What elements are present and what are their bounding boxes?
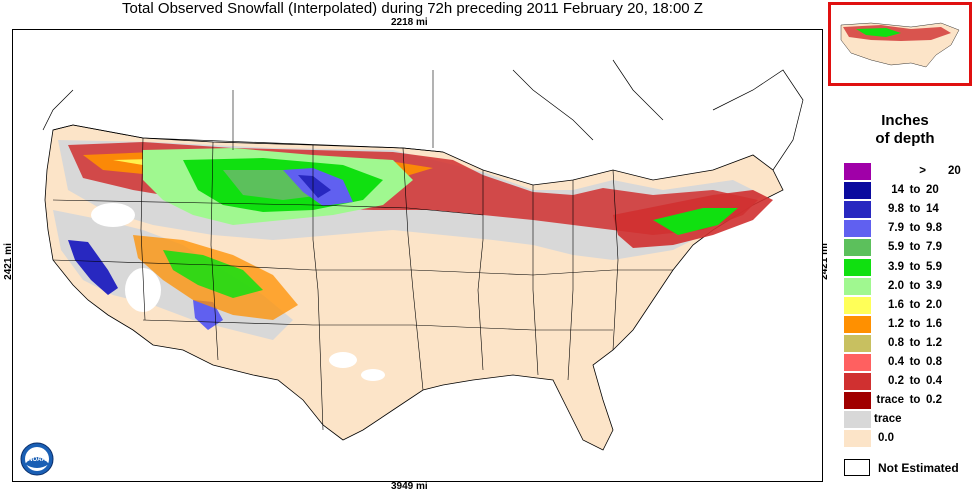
legend-label: 7.9 to 9.8 [888,222,942,234]
legend-label: >20 [919,165,961,177]
legend-title: Inches of depth [875,112,935,147]
legend-swatch [844,239,871,256]
legend-label: 9.8 to 14 [888,203,939,215]
legend-swatch [844,335,871,352]
noaa-logo: NOAA [20,442,54,476]
not-estimated-swatch [844,459,870,476]
legend-label: 0.8 to 1.2 [888,337,942,349]
not-estimated-label: Not Estimated [878,461,959,475]
snow-max-blue-sierra [68,240,118,295]
legend-swatch [844,220,871,237]
coastlines [42,59,804,171]
legend-label: 2.0 to 3.9 [888,280,942,292]
legend-label: 5.9 to 7.9 [888,241,942,253]
snowfall-map-canvas [42,59,804,451]
state-borders [52,70,673,431]
not-estimated-patch [329,352,357,368]
legend-label: 1.6 to 2.0 [888,299,942,311]
legend-swatch [844,201,871,218]
legend-label: trace to 0.2 [876,394,943,406]
snow-band-northeast-green [653,208,738,235]
legend-swatch [844,278,871,295]
legend-swatch [844,163,871,180]
legend-swatch [844,430,871,447]
page-title: Total Observed Snowfall (Interpolated) d… [122,0,703,17]
legend-swatch [844,354,871,371]
legend-swatch [844,373,871,390]
legend-label: 3.9 to 5.9 [888,261,942,273]
legend-swatch [844,316,871,333]
snowfall-map[interactable] [12,29,823,482]
legend-label: 0.2 to 0.4 [888,375,942,387]
legend-swatch [844,259,871,276]
not-estimated-patch [125,268,161,312]
not-estimated-patch [361,369,385,381]
map-width-top-label: 2218 mi [391,17,428,28]
legend-label: 0.4 to 0.8 [888,356,942,368]
snow-max-navy-north [298,175,331,198]
legend-swatch [844,297,871,314]
legend-label: 1.2 to 1.6 [888,318,942,330]
legend-swatch [844,411,871,428]
legend-label: 14 to 20 [891,184,939,196]
legend-label: 0.0 [878,432,894,444]
inset-snow-green [856,28,901,37]
legend-swatch [844,182,871,199]
legend-swatch [844,392,871,409]
inset-map-canvas [831,5,969,83]
legend-label: trace [874,413,902,425]
svg-text:NOAA: NOAA [28,457,46,463]
map-width-bottom-label: 3949 mi [391,481,428,492]
not-estimated-patch [91,203,135,227]
inset-overview-map[interactable] [828,2,972,86]
